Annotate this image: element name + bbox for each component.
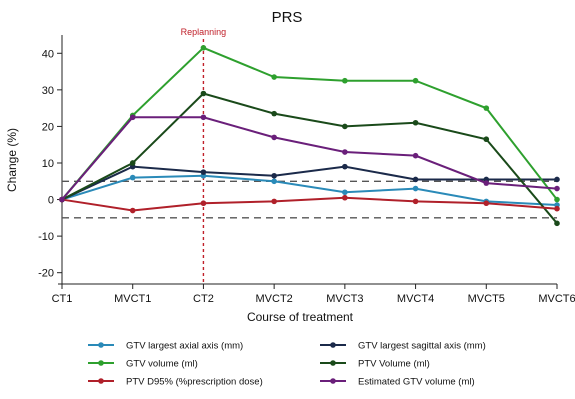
series-line (61, 46, 558, 201)
x-tick-label: MVCT1 (114, 293, 151, 305)
x-tick-label: MVCT4 (397, 293, 434, 305)
data-point (483, 180, 490, 186)
legend-label: GTV largest axial axis (mm) (126, 341, 243, 352)
x-axis-label: Course of treatment (247, 310, 354, 324)
data-point (483, 105, 490, 111)
data-point (200, 114, 207, 121)
x-tick-label: CT1 (52, 293, 73, 305)
data-point (271, 198, 277, 205)
data-point (342, 77, 348, 84)
data-point (342, 189, 348, 196)
data-point (129, 174, 136, 181)
data-point (483, 200, 490, 207)
legend-item: PTV D95% (%prescription dose) (88, 377, 263, 388)
series-line (61, 165, 557, 201)
replanning-label: Replanning (181, 27, 227, 37)
data-point (554, 176, 560, 183)
data-point (412, 176, 419, 183)
legend-label: GTV volume (ml) (126, 359, 198, 370)
legend-swatch-marker (330, 342, 336, 348)
y-tick-label: 10 (42, 158, 54, 170)
data-point (271, 74, 277, 80)
data-point (554, 205, 560, 212)
data-point (554, 185, 560, 192)
legend-swatch-marker (98, 360, 104, 366)
data-point (200, 90, 207, 97)
data-point (59, 196, 65, 203)
legend-swatch-marker (98, 342, 104, 348)
data-point (342, 123, 348, 130)
data-point (342, 149, 348, 155)
data-point (200, 200, 207, 207)
data-point (200, 169, 207, 175)
legend-swatch-marker (330, 360, 336, 366)
legend-item: GTV largest axial axis (mm) (88, 341, 243, 352)
legend-label: PTV Volume (ml) (358, 359, 430, 370)
data-point (412, 152, 419, 159)
chart-title: PRS (272, 9, 303, 26)
legend-item: Estimated GTV volume (ml) (320, 377, 475, 388)
legend-item: PTV Volume (ml) (320, 359, 430, 370)
data-point (554, 196, 560, 203)
legend-label: GTV largest sagittal axis (mm) (358, 341, 486, 352)
x-tick-label: MVCT2 (256, 293, 293, 305)
y-tick-label: -10 (38, 231, 54, 243)
series-line (61, 196, 558, 212)
legend-item: GTV largest sagittal axis (mm) (320, 341, 486, 352)
y-tick-label: 0 (48, 195, 54, 207)
data-point (483, 136, 490, 143)
data-point (129, 114, 136, 121)
legend-item: GTV volume (ml) (88, 359, 198, 370)
data-point (129, 207, 136, 214)
data-point (412, 119, 419, 126)
y-tick-label: 30 (42, 85, 54, 97)
legend-swatch-marker (98, 378, 104, 384)
x-tick-label: MVCT6 (538, 293, 575, 305)
data-point (271, 172, 277, 179)
series-line (61, 174, 558, 207)
data-point (271, 110, 277, 117)
data-point (129, 160, 136, 166)
y-tick-label: 20 (42, 121, 54, 133)
series-4 (59, 90, 560, 227)
data-point (271, 178, 277, 185)
data-point (412, 185, 419, 192)
x-tick-label: MVCT3 (326, 293, 363, 305)
x-tick-label: MVCT5 (468, 293, 505, 305)
data-point (412, 77, 419, 84)
legend-label: Estimated GTV volume (ml) (358, 377, 475, 388)
data-point (412, 198, 419, 205)
data-point (554, 220, 560, 227)
series-line (61, 116, 558, 201)
plot-area: -20 -10 0 10 20 30 40 CT1 MVCT1 CT2 MVCT2 MVCT3 MVCT… (38, 27, 575, 305)
legend: GTV largest axial axis (mm) GTV largest s… (88, 341, 486, 388)
series-6 (59, 114, 560, 203)
data-point (271, 134, 277, 141)
series-line (61, 92, 558, 224)
x-tick-label: CT2 (193, 293, 214, 305)
y-tick-label: -20 (38, 268, 54, 280)
data-point (342, 163, 348, 170)
legend-label: PTV D95% (%prescription dose) (126, 377, 263, 388)
series-5 (59, 194, 560, 214)
y-tick-label: 40 (42, 48, 54, 60)
legend-swatch-marker (330, 378, 336, 384)
data-point (342, 194, 348, 201)
y-axis-label: Change (%) (5, 128, 19, 192)
data-point (200, 44, 207, 51)
